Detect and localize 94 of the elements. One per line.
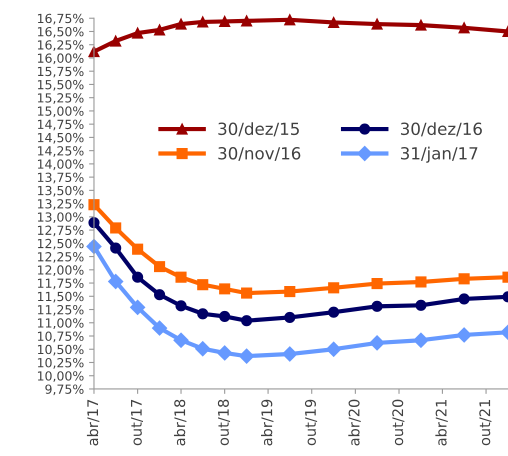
point (110, 35, 122, 47)
point (152, 320, 168, 336)
y-tick-label: 15,00% (38, 106, 84, 118)
y-tick-label: 14,25% (38, 146, 84, 157)
point (130, 300, 146, 315)
point (284, 286, 296, 298)
point (241, 288, 252, 299)
x-tick-label: out/20 (392, 400, 404, 446)
point (86, 238, 102, 254)
x-tick-label: out/17 (131, 400, 143, 446)
y-tick-label: 15,25% (38, 93, 84, 104)
y-tick-label: 12,25% (38, 252, 84, 263)
point (173, 332, 189, 348)
point (219, 16, 230, 27)
y-tick-label: 14,50% (38, 132, 84, 144)
y-tick-label: 13,00% (38, 212, 84, 224)
legend-label: 30/dez/16 (400, 122, 482, 136)
point (415, 300, 427, 311)
y-tick-label: 10,00% (38, 371, 84, 382)
point (328, 16, 340, 28)
point (415, 276, 427, 288)
point (197, 279, 208, 290)
point (284, 312, 296, 324)
legend-label: 31/jan/17 (400, 146, 478, 163)
point (217, 345, 232, 361)
y-tick-label: 14,00% (38, 159, 84, 170)
point (132, 244, 144, 255)
y-tick-label: 9,75% (45, 384, 84, 396)
y-tick-label: 13,75% (38, 172, 84, 184)
x-tick-label: out/21 (479, 400, 492, 446)
point (132, 28, 144, 39)
point (326, 342, 342, 357)
point (413, 332, 429, 348)
x-tick-label: out/18 (218, 400, 230, 446)
point (458, 293, 470, 304)
point (175, 18, 187, 30)
y-tick-label: 11,50% (38, 292, 84, 302)
point (175, 272, 187, 283)
legend-label: 30/nov/16 (218, 146, 300, 161)
x-tick-label: abr/21 (435, 400, 448, 446)
point (456, 327, 472, 343)
point (88, 199, 100, 210)
point (154, 24, 166, 36)
x-tick-label: abr/18 (174, 400, 186, 446)
y-tick-label: 10,75% (38, 331, 84, 342)
y-tick-label: 12,50% (38, 238, 84, 250)
y-tick-label: 11,25% (38, 305, 84, 316)
point (239, 348, 254, 364)
y-tick-label: 10,25% (38, 358, 84, 369)
y-tick-label: 11,75% (38, 278, 84, 290)
x-tick-label: abr/20 (348, 400, 361, 446)
y-tick-label: 14,75% (38, 120, 84, 130)
point (241, 315, 252, 326)
point (328, 306, 340, 318)
y-tick-label: 12,75% (38, 226, 84, 236)
point (372, 18, 383, 30)
x-tick-label: abr/17 (86, 400, 100, 446)
point (110, 222, 122, 234)
point (175, 300, 187, 312)
y-tick-label: 11,00% (38, 318, 84, 329)
point (132, 272, 144, 283)
y-tick-label: 13,50% (38, 186, 84, 197)
legend-label: 30/dez/15 (218, 122, 299, 136)
point (284, 14, 296, 26)
point (282, 346, 298, 362)
point (370, 335, 385, 350)
point (458, 273, 470, 284)
point (197, 308, 208, 320)
y-tick-label: 16,00% (38, 53, 84, 64)
point (372, 300, 383, 312)
point (415, 20, 427, 31)
point (197, 16, 208, 28)
y-tick-label: 16,75% (38, 14, 84, 24)
y-tick-label: 16,25% (38, 40, 84, 51)
point (88, 217, 100, 228)
x-tick-label: abr/19 (261, 400, 274, 446)
point (108, 274, 124, 290)
y-tick-label: 15,75% (38, 66, 84, 78)
x-tick-label: out/19 (304, 400, 318, 446)
y-tick-label: 10,50% (38, 344, 84, 356)
y-tick-label: 13,25% (38, 199, 84, 210)
point (195, 341, 210, 356)
point (154, 261, 166, 272)
y-tick-label: 15,50% (38, 80, 84, 91)
point (219, 310, 230, 322)
point (241, 15, 252, 26)
point (328, 282, 340, 294)
y-tick-label: 12,00% (38, 265, 84, 276)
point (219, 283, 230, 294)
point (154, 289, 166, 300)
point (110, 242, 122, 254)
y-tick-label: 16,50% (38, 26, 84, 38)
point (372, 278, 383, 290)
point (458, 22, 470, 34)
